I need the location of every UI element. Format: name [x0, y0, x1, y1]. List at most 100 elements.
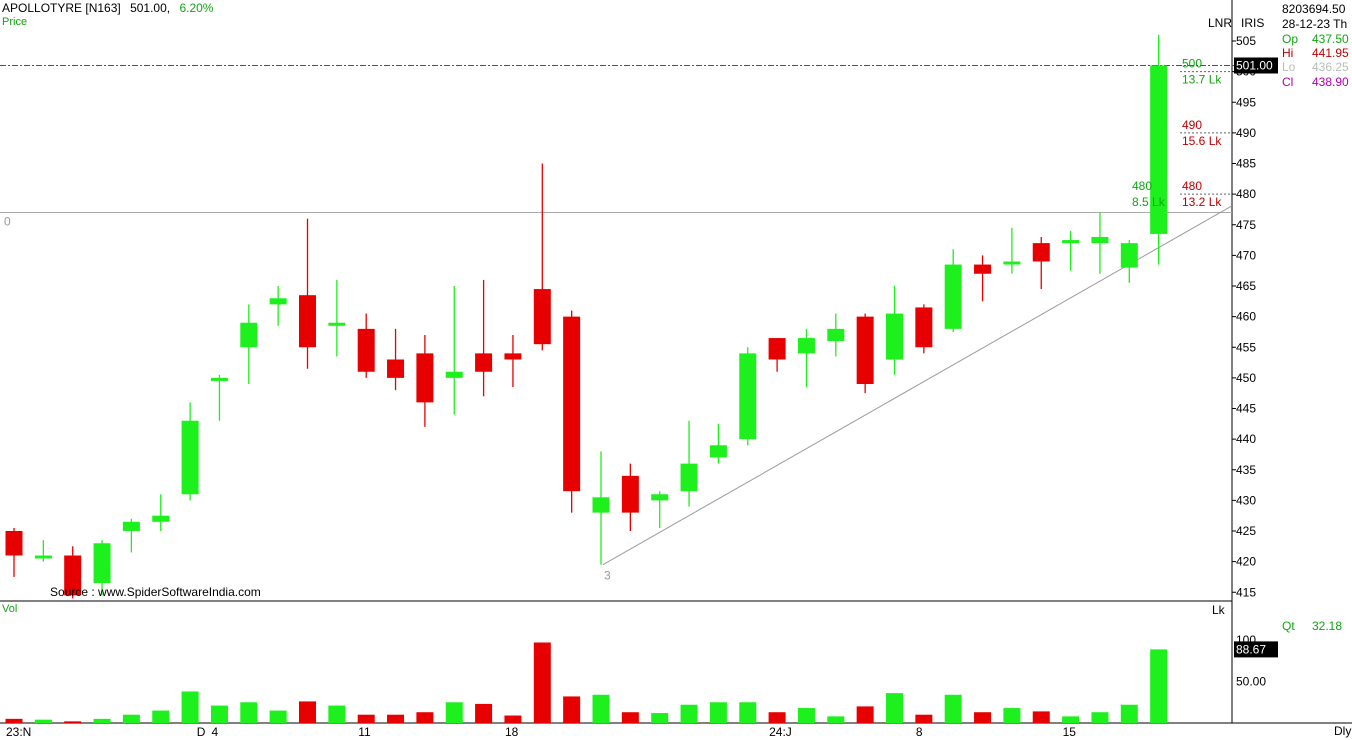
volume-bar	[64, 721, 82, 723]
price-tick-label: 470	[1236, 248, 1256, 262]
volume-bar	[680, 704, 698, 723]
scale-mode-label[interactable]: LNR	[1208, 16, 1233, 30]
volume-bar	[1150, 649, 1168, 723]
level-volume-label: 13.2 Lk	[1182, 195, 1222, 209]
chart-frame	[0, 0, 1352, 724]
candle-body	[1091, 237, 1109, 244]
volume-bar	[34, 719, 52, 723]
time-tick-label: 11	[358, 725, 371, 739]
volume-bar	[475, 703, 493, 723]
candle-body	[1150, 65, 1168, 234]
level-annotation: 480 13.2 Lk	[1180, 179, 1232, 209]
candle	[387, 328, 405, 391]
price-tick-label: 505	[1236, 34, 1256, 48]
info-close: Cl 438.90	[1282, 75, 1349, 89]
price-tick-label: 450	[1236, 371, 1256, 385]
volume-pane-label: Vol	[2, 603, 18, 615]
candle-body	[680, 463, 698, 492]
level-price-label: 480	[1182, 179, 1202, 193]
candle	[357, 313, 375, 378]
candle	[445, 286, 463, 415]
volume-bar	[651, 713, 669, 723]
interval-label[interactable]: Dly	[1334, 724, 1352, 738]
candle-body	[328, 322, 346, 326]
candle	[64, 546, 82, 599]
candle	[592, 451, 610, 565]
last-price-marker-box	[1234, 57, 1278, 74]
level-price-label: 480	[1132, 179, 1152, 193]
candle-body	[974, 264, 992, 274]
price-tick-label: 415	[1236, 585, 1256, 599]
candle-body	[210, 377, 228, 381]
candle-body	[915, 307, 933, 348]
volume-bar	[5, 718, 23, 723]
volume-bar	[944, 694, 962, 723]
candle-body	[416, 353, 434, 403]
price-tick-label: 455	[1236, 340, 1256, 354]
volume-bar	[504, 715, 522, 723]
candle-body	[181, 420, 199, 495]
candle	[797, 328, 815, 388]
volume-bar	[856, 706, 874, 723]
level-price-label: 500	[1182, 57, 1202, 71]
time-tick-label: 4	[211, 725, 218, 739]
level-volume-label: 15.6 Lk	[1182, 134, 1222, 148]
candle	[210, 374, 228, 421]
candle	[34, 540, 52, 562]
time-tick-label: 23:N	[6, 725, 31, 739]
volume-series	[5, 642, 1168, 723]
candle	[93, 540, 111, 596]
scale-engine-label[interactable]: IRIS	[1241, 16, 1265, 30]
info-date: 28-12-23 Th	[1282, 17, 1348, 31]
candle-body	[709, 445, 727, 458]
candle	[1150, 34, 1168, 265]
level-annotation: 480 8.5 Lk	[1132, 179, 1166, 209]
last-price-marker-text: 501.00	[1236, 59, 1273, 73]
candle-body	[269, 298, 287, 305]
last-price-marker: 501.00	[1234, 57, 1278, 74]
candle-body	[5, 531, 23, 556]
volume-bar	[974, 712, 992, 723]
volume-bar	[1003, 708, 1021, 723]
volume-bar	[1032, 711, 1050, 723]
volume-bar	[621, 712, 639, 723]
volume-bar	[886, 693, 903, 723]
candle-body	[1062, 240, 1080, 244]
candle	[1062, 230, 1080, 271]
candle-body	[240, 322, 258, 348]
info-low: Lo 436.25	[1282, 60, 1349, 74]
last-volume-marker-text: 88.67	[1236, 642, 1266, 656]
candle-body	[122, 521, 140, 531]
candle-body	[768, 338, 786, 360]
time-tick-label: 8	[916, 725, 923, 739]
candle-body	[1032, 243, 1050, 262]
volume-bar	[299, 701, 316, 723]
last-volume-marker-box	[1234, 641, 1278, 658]
candle	[856, 313, 874, 394]
volume-bar	[181, 691, 199, 723]
info-volume: 8203694.50	[1282, 2, 1346, 16]
candle-body	[944, 264, 962, 329]
candle	[680, 420, 698, 507]
volume-bar	[1091, 712, 1109, 723]
volume-bar	[768, 712, 786, 723]
candle-body	[64, 555, 82, 596]
price-tick-label: 440	[1236, 432, 1256, 446]
candle	[299, 218, 316, 369]
volume-bar	[709, 702, 727, 723]
candle-body	[475, 353, 493, 372]
change-percent: 6.20%	[179, 1, 214, 15]
volume-bar	[122, 714, 140, 723]
info-qty: Qt 32.18	[1282, 619, 1343, 633]
volume-bar	[152, 710, 170, 723]
candle-body	[445, 371, 463, 378]
volume-bar	[1062, 716, 1080, 723]
candle	[651, 491, 669, 528]
volume-bar	[357, 714, 375, 723]
reference-lines: 03	[0, 65, 1280, 583]
volume-bar	[93, 718, 111, 723]
price-tick-label: 425	[1236, 524, 1256, 538]
price-tick-label: 445	[1236, 402, 1256, 416]
candle-body	[34, 555, 52, 559]
